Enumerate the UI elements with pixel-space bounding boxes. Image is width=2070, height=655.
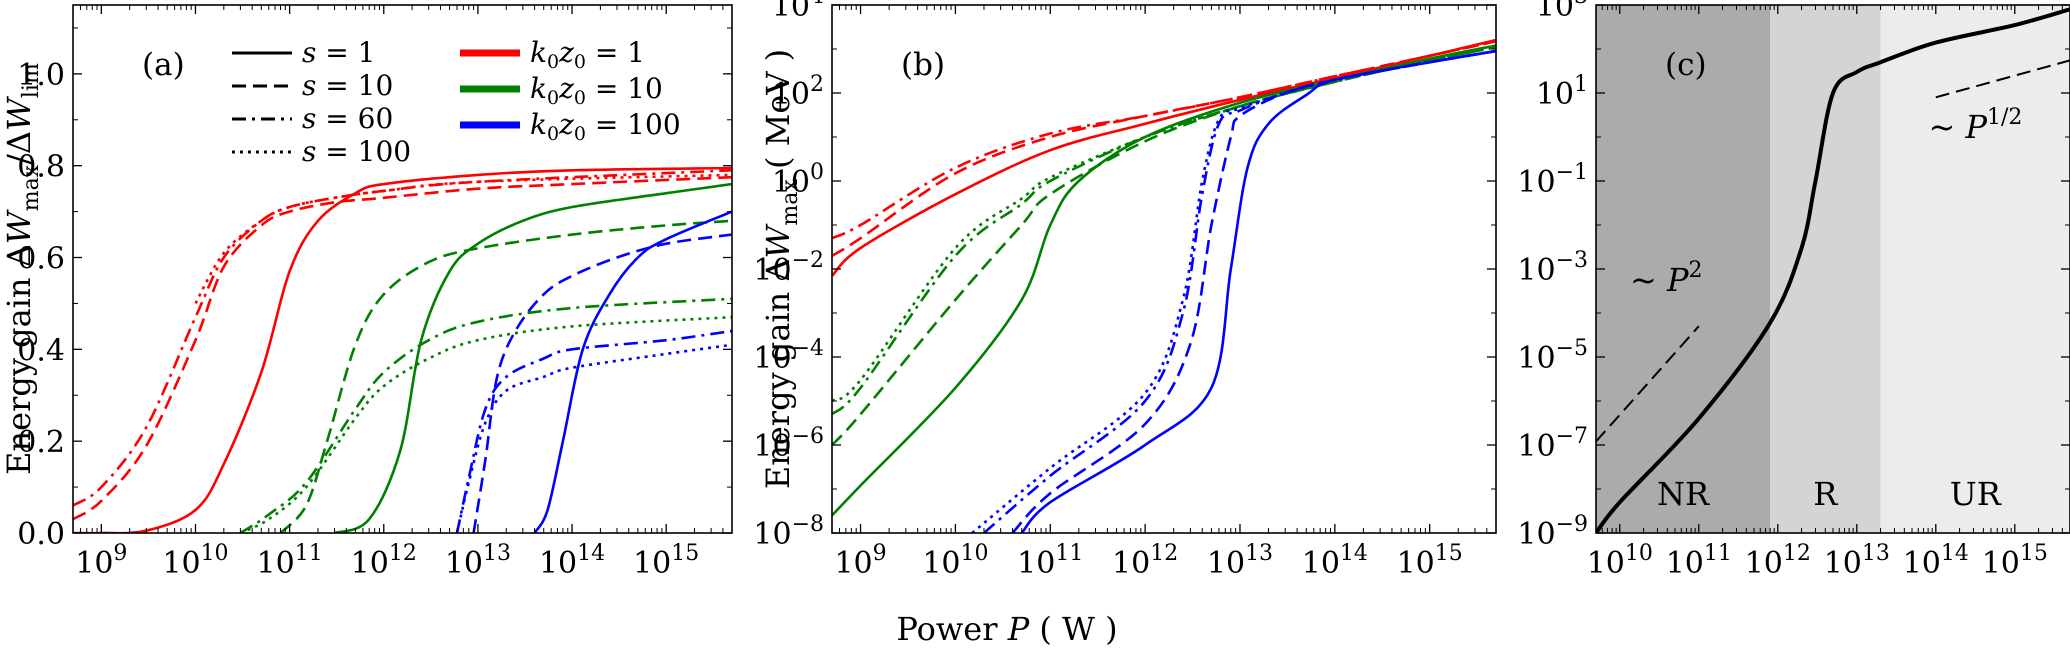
y-tick-label: 10−1	[1517, 160, 1588, 200]
y-tick-label: 0.0	[17, 517, 65, 552]
x-tick-label: 1012	[351, 541, 417, 581]
series-line	[1596, 7, 2070, 533]
series-group	[1596, 7, 2070, 533]
series-line	[239, 315, 732, 533]
series-line	[455, 329, 732, 533]
legend-label: s = 100	[302, 135, 411, 168]
x-tick-label: 1010	[1587, 541, 1653, 581]
x-tick-label: 1014	[1903, 541, 1969, 581]
series-line	[832, 38, 1496, 277]
y-tick-label: 10−8	[753, 512, 824, 552]
y-tick-label: 0.6	[17, 242, 65, 277]
x-tick-label: 1015	[1982, 541, 2048, 581]
y-tick-label: 10−4	[753, 336, 824, 376]
region-label-r: R	[1813, 475, 1838, 513]
series-group	[73, 166, 732, 533]
series-group	[832, 38, 1496, 533]
x-tick-label: 1012	[1745, 541, 1811, 581]
series-line	[832, 45, 1496, 416]
y-tick-label: 10−5	[1517, 336, 1588, 376]
x-tick-label: 1011	[1017, 541, 1083, 581]
shared-x-axis-label: Power P ( W )	[896, 610, 1117, 648]
x-tick-label: 1012	[1112, 541, 1178, 581]
y-tick-label: 0.2	[17, 425, 65, 460]
region-label-ur: UR	[1950, 475, 2002, 513]
series-line	[455, 343, 732, 533]
x-tick-label: 109	[75, 541, 127, 581]
region-r	[1770, 5, 1881, 533]
panel-a: 109 1010 1011 1012 1013 1014 1015 0.0 0.2 0.4 0.6 0…	[0, 4, 733, 581]
panel-label: (c)	[1665, 47, 1707, 83]
series-line	[832, 44, 1496, 517]
series-line	[194, 173, 732, 305]
x-tick-label: 1013	[445, 541, 511, 581]
region-label-nr: NR	[1657, 475, 1710, 513]
series-line	[832, 45, 1496, 403]
series-line	[1935, 59, 2070, 99]
series-line	[1596, 325, 1700, 443]
x-tick-label: 1010	[922, 541, 988, 581]
y-tick-label: 102	[772, 72, 824, 112]
y-tick-label: 0.8	[17, 150, 65, 185]
y-tick-label: 10−9	[1517, 512, 1588, 552]
power-law-annotation: ~ P1/2	[1928, 105, 2022, 146]
y-tick-label: 10−3	[1517, 248, 1588, 288]
series-line	[73, 169, 732, 507]
y-tick-label: 10−2	[753, 248, 824, 288]
panel-c: NR R UR 1010 1011 1012 1013 1014 1015 10−9 10−7 10−…	[1517, 0, 2070, 581]
series-line	[334, 182, 732, 533]
x-tick-label: 1014	[1302, 541, 1368, 581]
x-tick-label: 1013	[1824, 541, 1890, 581]
series-line	[832, 45, 1496, 446]
region-nr	[1596, 5, 1771, 533]
region-ur	[1880, 5, 2070, 533]
y-tick-label: 1.0	[17, 58, 65, 93]
y-tick-label: 103	[1536, 0, 1588, 24]
y-axis-label: Energy gain ΔWmax ( MeV )	[759, 49, 803, 489]
series-line	[533, 210, 732, 533]
legend-label: k0z0 = 100	[530, 108, 681, 145]
panel-label: (b)	[901, 47, 945, 83]
panel-b: 109 1010 1011 1012 1013 1014 1015 10−8 10−6 10−4 1…	[753, 0, 1497, 581]
y-tick-label: 100	[772, 160, 824, 200]
plot-frame	[831, 4, 1497, 534]
x-tick-label: 1010	[162, 541, 228, 581]
series-line	[1011, 49, 1496, 533]
y-tick-label: 0.4	[17, 333, 65, 368]
y-tick-label: 10−7	[1517, 424, 1588, 464]
x-tick-label: 1011	[1666, 541, 1732, 581]
x-tick-label: 1013	[1207, 541, 1273, 581]
legend-label: s = 1	[302, 36, 375, 69]
x-tick-label: 1014	[539, 541, 605, 581]
series-line	[73, 175, 732, 521]
panel-label: (a)	[142, 47, 185, 83]
legend-label: k0z0 = 10	[530, 72, 663, 109]
y-tick-label: 10−6	[753, 424, 824, 464]
series-line	[1020, 49, 1496, 533]
series-line	[279, 219, 732, 533]
x-tick-label: 1011	[257, 541, 323, 581]
series-line	[73, 166, 732, 533]
legend-label: s = 60	[302, 102, 393, 135]
series-line	[239, 297, 732, 533]
plot-frame	[72, 4, 733, 534]
x-tick-label: 1015	[633, 541, 699, 581]
y-tick-label: 101	[1536, 72, 1588, 112]
series-line	[472, 233, 732, 533]
y-axis-label: Energy gain ΔWmax/ΔWlim	[0, 63, 44, 475]
series-line	[832, 40, 1496, 240]
x-tick-label: 1015	[1397, 541, 1463, 581]
legend-label: s = 10	[302, 69, 393, 102]
y-tick-label: 104	[772, 0, 824, 24]
legend-label: k0z0 = 1	[530, 36, 645, 73]
x-tick-label: 109	[834, 541, 886, 581]
power-law-annotation: ~ P2	[1630, 258, 1703, 299]
